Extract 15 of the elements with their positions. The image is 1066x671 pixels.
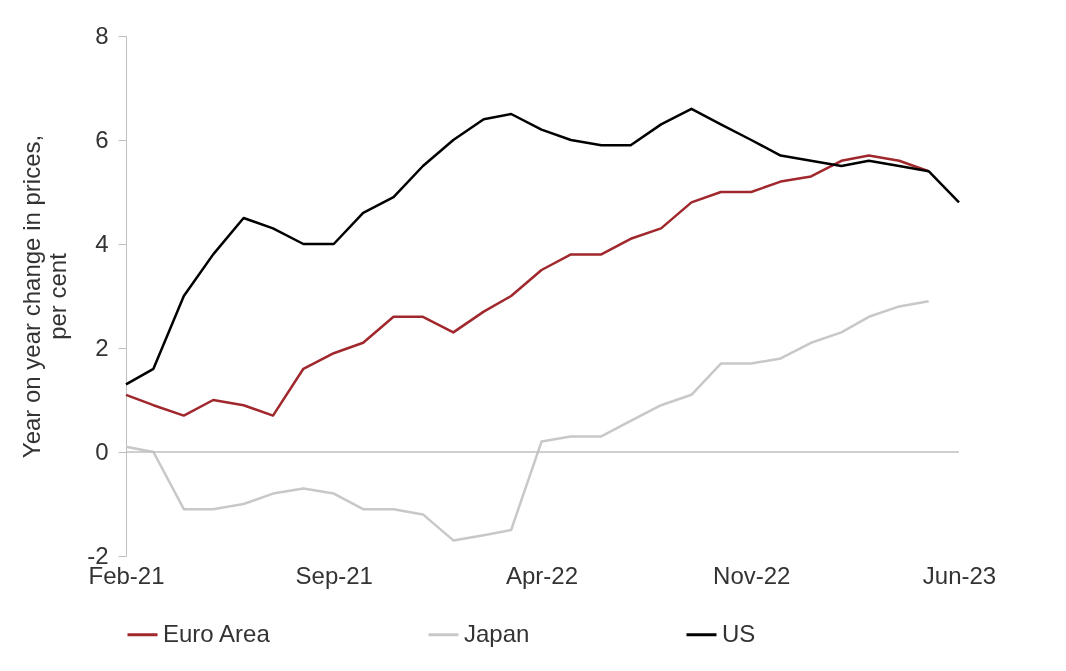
line-series (124, 107, 961, 386)
y-axis-title: Year on year change in prices, per cent (18, 134, 72, 459)
y-tick-label: 8 (95, 21, 109, 49)
x-tick-label: Sep-21 (295, 561, 373, 589)
y-tick-label: 0 (95, 437, 109, 465)
legend-label: US (722, 619, 756, 647)
line-series (124, 154, 930, 417)
y-tick-label: 4 (95, 229, 109, 257)
y-tick-label: 2 (95, 333, 109, 361)
y-tick-label: 6 (95, 125, 109, 153)
x-tick-label: Apr-22 (506, 561, 579, 589)
x-tick-label: Jun-23 (922, 561, 997, 589)
x-tick-label: Nov-22 (713, 561, 791, 589)
legend-label: Japan (464, 619, 530, 647)
legend-label: Euro Area (163, 619, 271, 647)
